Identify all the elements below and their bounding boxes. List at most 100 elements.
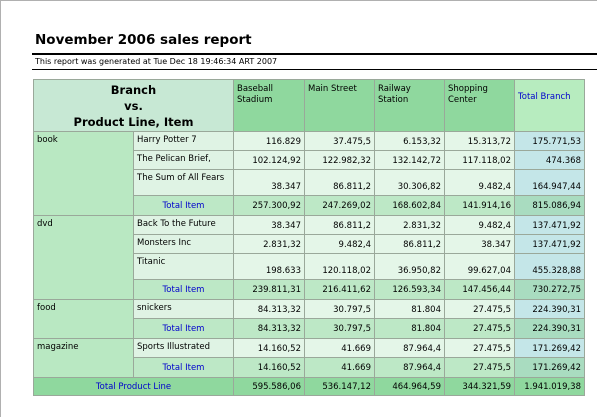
value-cell: 86.811,2 bbox=[374, 234, 445, 254]
subtotal-value-cell: 41.669 bbox=[304, 357, 375, 378]
subtotal-label: Total Item bbox=[133, 195, 234, 216]
column-header: Railway Station bbox=[374, 79, 445, 132]
title-divider bbox=[32, 53, 597, 55]
value-cell: 120.118,02 bbox=[304, 253, 375, 280]
subtotal-label: Total Item bbox=[133, 318, 234, 339]
value-cell: 36.950,82 bbox=[374, 253, 445, 280]
value-cell: 99.627,04 bbox=[444, 253, 515, 280]
subtotal-value-cell: 87.964,4 bbox=[374, 357, 445, 378]
item-name-cell: Sports Illustrated bbox=[133, 338, 234, 358]
row-total-cell: 474.368 bbox=[514, 150, 585, 170]
subtotal-value-cell: 14.160,52 bbox=[233, 357, 305, 378]
item-name-cell: Back To the Future bbox=[133, 215, 234, 235]
column-header: Baseball Stadium bbox=[233, 79, 305, 132]
value-cell: 2.831,32 bbox=[374, 215, 445, 235]
subtotal-value-cell: 247.269,02 bbox=[304, 195, 375, 216]
table-row: food snickers 84.313,32 30.797,5 81.804 27.47… bbox=[33, 299, 585, 339]
product-line-cell: food bbox=[33, 299, 134, 339]
value-cell: 9.482,4 bbox=[304, 234, 375, 254]
value-cell: 41.669 bbox=[304, 338, 375, 358]
value-cell: 30.797,5 bbox=[304, 299, 375, 319]
header-divider bbox=[32, 69, 597, 70]
value-cell: 81.804 bbox=[374, 299, 445, 319]
item-name-cell: Harry Potter 7 bbox=[133, 131, 234, 151]
item-name-cell: The Pelican Brief, bbox=[133, 150, 234, 170]
item-name-cell: Monsters Inc bbox=[133, 234, 234, 254]
value-cell: 27.475,5 bbox=[444, 338, 515, 358]
subtotal-label: Total Item bbox=[133, 279, 234, 300]
value-cell: 2.831,32 bbox=[233, 234, 305, 254]
value-cell: 122.982,32 bbox=[304, 150, 375, 170]
report-generated-note: This report was generated at Tue Dec 18 … bbox=[35, 57, 278, 66]
crosstab-table: Branch vs. Product Line, Item Baseball Stad… bbox=[33, 79, 585, 396]
grand-total-label: Total Product Line bbox=[33, 377, 234, 396]
grand-total-row: Total Product Line 595.586,06 536.147,12 46… bbox=[33, 377, 585, 396]
subtotal-row: Total Item 14.160,52 41.669 87.964,4 27.475,… bbox=[34, 357, 585, 378]
table-row: book Harry Potter 7 116.829 37.475,5 6.153,3… bbox=[33, 131, 585, 216]
grand-total-value-cell: 536.147,12 bbox=[304, 377, 375, 396]
row-total-cell: 171.269,42 bbox=[514, 338, 585, 358]
subtotal-value-cell: 126.593,34 bbox=[374, 279, 445, 300]
corner-header-line: Branch bbox=[110, 82, 157, 97]
value-cell: 132.142,72 bbox=[374, 150, 445, 170]
grand-total-value-cell: 464.964,59 bbox=[374, 377, 445, 396]
value-cell: 86.811,2 bbox=[304, 215, 375, 235]
subtotal-value-cell: 216.411,62 bbox=[304, 279, 375, 300]
corner-header-line: Product Line, Item bbox=[73, 114, 194, 129]
value-cell: 15.313,72 bbox=[444, 131, 515, 151]
row-total-cell: 455.328,88 bbox=[514, 253, 585, 280]
subtotal-label: Total Item bbox=[133, 357, 234, 378]
row-total-cell: 137.471,92 bbox=[514, 234, 585, 254]
item-name-cell: Titanic bbox=[133, 253, 234, 280]
subtotal-row: Total Item 239.811,31 216.411,62 126.593,34… bbox=[34, 279, 585, 300]
row-total-cell: 137.471,92 bbox=[514, 215, 585, 235]
corner-header-line: vs. bbox=[124, 98, 143, 113]
value-cell: 102.124,92 bbox=[233, 150, 305, 170]
product-line-cell: magazine bbox=[33, 338, 134, 378]
row-total-cell: 175.771,53 bbox=[514, 131, 585, 151]
subtotal-value-cell: 257.300,92 bbox=[233, 195, 305, 216]
subtotal-total-cell: 815.086,94 bbox=[514, 195, 585, 216]
corner-header: Branch vs. Product Line, Item bbox=[33, 79, 234, 132]
column-header: Shopping Center bbox=[444, 79, 515, 132]
value-cell: 30.306,82 bbox=[374, 169, 445, 196]
value-cell: 198.633 bbox=[233, 253, 305, 280]
subtotal-value-cell: 84.313,32 bbox=[233, 318, 305, 339]
value-cell: 84.313,32 bbox=[233, 299, 305, 319]
column-header: Main Street bbox=[304, 79, 375, 132]
subtotal-value-cell: 30.797,5 bbox=[304, 318, 375, 339]
page-top-border bbox=[0, 0, 597, 1]
table-row: Monsters Inc 2.831,32 9.482,4 86.811,2 38.34… bbox=[34, 234, 585, 254]
value-cell: 9.482,4 bbox=[444, 215, 515, 235]
subtotal-value-cell: 81.804 bbox=[374, 318, 445, 339]
value-cell: 27.475,5 bbox=[444, 299, 515, 319]
value-cell: 38.347 bbox=[233, 215, 305, 235]
table-row: magazine Sports Illustrated 14.160,52 41.66… bbox=[33, 338, 585, 378]
value-cell: 116.829 bbox=[233, 131, 305, 151]
subtotal-value-cell: 141.914,16 bbox=[444, 195, 515, 216]
value-cell: 38.347 bbox=[444, 234, 515, 254]
column-header-total: Total Branch bbox=[514, 79, 585, 132]
grand-total-value-cell: 344.321,59 bbox=[444, 377, 515, 396]
subtotal-total-cell: 730.272,75 bbox=[514, 279, 585, 300]
table-row: dvd Back To the Future 38.347 86.811,2 2.831… bbox=[33, 215, 585, 300]
value-cell: 117.118,02 bbox=[444, 150, 515, 170]
row-total-cell: 164.947,44 bbox=[514, 169, 585, 196]
grand-total-value-cell: 595.586,06 bbox=[233, 377, 305, 396]
value-cell: 14.160,52 bbox=[233, 338, 305, 358]
subtotal-value-cell: 27.475,5 bbox=[444, 357, 515, 378]
table-row: Titanic 198.633 120.118,02 36.950,82 99.627,… bbox=[34, 253, 585, 280]
row-total-cell: 224.390,31 bbox=[514, 299, 585, 319]
subtotal-total-cell: 171.269,42 bbox=[514, 357, 585, 378]
subtotal-value-cell: 239.811,31 bbox=[233, 279, 305, 300]
page-left-border bbox=[0, 0, 1, 417]
value-cell: 37.475,5 bbox=[304, 131, 375, 151]
grand-total-cell: 1.941.019,38 bbox=[514, 377, 585, 396]
value-cell: 87.964,4 bbox=[374, 338, 445, 358]
header-row: Branch vs. Product Line, Item Baseball Stad… bbox=[33, 79, 585, 132]
item-name-cell: snickers bbox=[133, 299, 234, 319]
subtotal-value-cell: 168.602,84 bbox=[374, 195, 445, 216]
value-cell: 86.811,2 bbox=[304, 169, 375, 196]
product-line-cell: dvd bbox=[33, 215, 134, 300]
